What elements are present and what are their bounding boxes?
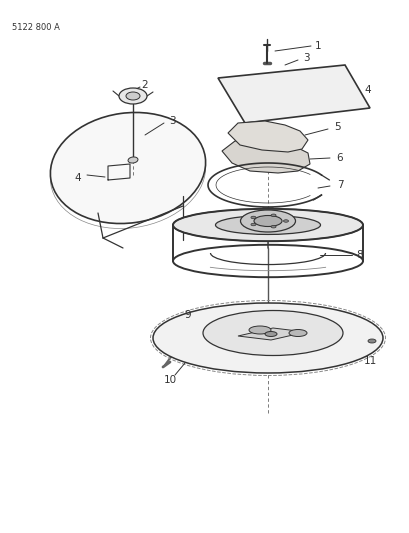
Polygon shape — [237, 328, 305, 340]
Ellipse shape — [202, 311, 342, 356]
Text: 11: 11 — [362, 356, 376, 366]
Ellipse shape — [250, 223, 255, 226]
Text: 4: 4 — [74, 173, 81, 183]
Text: 7: 7 — [336, 180, 342, 190]
Text: 3: 3 — [168, 116, 175, 126]
Ellipse shape — [153, 303, 382, 373]
Ellipse shape — [250, 216, 255, 219]
Ellipse shape — [240, 210, 295, 232]
Text: 5122 800 A: 5122 800 A — [12, 23, 60, 32]
Ellipse shape — [50, 112, 205, 223]
Ellipse shape — [215, 215, 320, 235]
Text: 8: 8 — [356, 250, 362, 260]
Text: 9: 9 — [184, 310, 191, 320]
Ellipse shape — [264, 332, 276, 336]
Ellipse shape — [128, 157, 138, 163]
Polygon shape — [218, 65, 369, 123]
Text: 4: 4 — [364, 85, 371, 95]
Text: 5: 5 — [334, 122, 340, 132]
Text: 3: 3 — [302, 53, 308, 63]
Ellipse shape — [367, 339, 375, 343]
Text: 1: 1 — [314, 41, 321, 51]
Ellipse shape — [270, 225, 275, 228]
Ellipse shape — [248, 326, 270, 334]
Ellipse shape — [283, 220, 288, 222]
Polygon shape — [227, 121, 307, 152]
Ellipse shape — [288, 329, 306, 336]
Ellipse shape — [254, 215, 281, 227]
Text: 2: 2 — [142, 80, 148, 90]
Text: 6: 6 — [336, 153, 342, 163]
Polygon shape — [221, 139, 309, 173]
Text: 10: 10 — [163, 375, 176, 385]
Ellipse shape — [126, 92, 139, 100]
Ellipse shape — [173, 209, 362, 241]
Ellipse shape — [270, 214, 275, 216]
Ellipse shape — [119, 88, 147, 104]
